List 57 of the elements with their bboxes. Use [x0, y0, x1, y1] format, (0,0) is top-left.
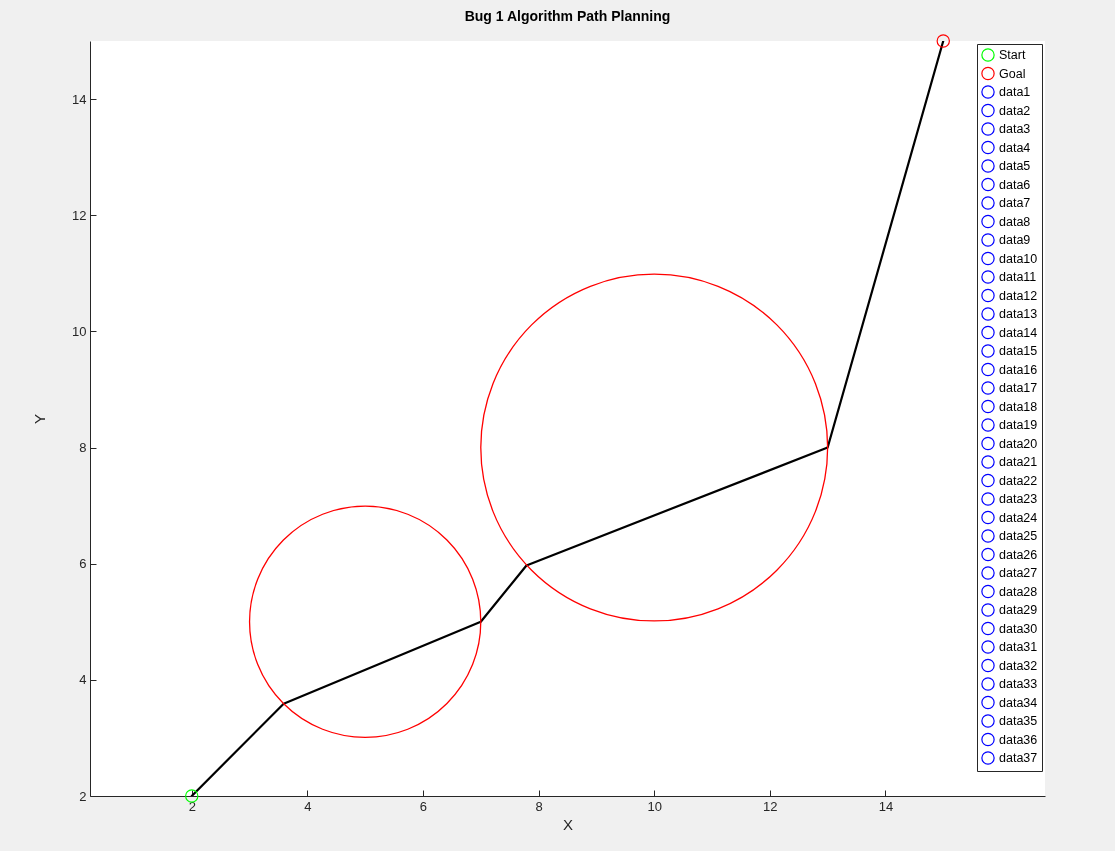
legend-label: data7 [999, 196, 1031, 210]
legend-label: data22 [999, 473, 1038, 488]
legend-label: data20 [999, 436, 1038, 451]
legend-label: data34 [999, 695, 1038, 710]
legend-label: data28 [999, 584, 1038, 599]
x-axis-title: X [562, 815, 574, 833]
legend-label: data35 [999, 714, 1038, 728]
legend-label: data10 [999, 251, 1038, 266]
legend-label: data5 [999, 159, 1031, 173]
legend-label: data17 [999, 381, 1038, 395]
legend-label: Goal [999, 66, 1026, 81]
x-tick-label: 10 [647, 798, 662, 814]
x-tick-label: 2 [188, 798, 196, 814]
legend-label: data4 [999, 140, 1031, 155]
legend-label: data14 [999, 325, 1038, 340]
y-tick-label: 4 [79, 672, 87, 688]
legend-label: data25 [999, 529, 1038, 543]
y-axis-title: Y [31, 413, 49, 425]
legend-label: data26 [999, 547, 1038, 562]
legend-label: data1 [999, 85, 1031, 99]
legend-label: data8 [999, 214, 1031, 229]
legend-label: data32 [999, 658, 1038, 673]
x-tick-label: 14 [878, 798, 894, 814]
y-tick-label: 8 [79, 440, 87, 456]
legend-label: data12 [999, 288, 1038, 303]
x-tick-label: 4 [304, 798, 312, 814]
legend-label: data24 [999, 510, 1038, 525]
x-tick-label: 6 [419, 798, 428, 814]
line-series [190, 41, 945, 796]
legend-label: data16 [999, 362, 1038, 377]
legend-label: Start [999, 48, 1026, 62]
y-tick-label: 2 [79, 788, 87, 804]
chart-title: Bug 1 Algorithm Path Planning [464, 8, 671, 25]
legend-label: data21 [999, 455, 1038, 469]
legend-label: data30 [999, 621, 1038, 636]
legend-label: data37 [999, 751, 1038, 765]
legend-label: data29 [999, 603, 1038, 617]
y-tick-label: 6 [79, 556, 87, 572]
legend-label: data36 [999, 732, 1038, 747]
legend-label: data13 [999, 307, 1038, 321]
legend-label: data33 [999, 677, 1038, 691]
legend-label: data23 [999, 492, 1038, 506]
x-tick-label: 8 [535, 798, 543, 814]
y-tick-label: 14 [72, 91, 87, 107]
legend-label: data3 [999, 122, 1031, 136]
legend-label: data27 [999, 566, 1038, 580]
legend-label: data31 [999, 640, 1038, 654]
legend-label: data6 [999, 177, 1031, 192]
legend-label: data19 [999, 418, 1038, 432]
legend-label: data18 [999, 399, 1038, 414]
y-tick-label: 12 [72, 207, 87, 223]
legend-label: data2 [999, 103, 1031, 118]
x-tick-label: 12 [763, 798, 778, 814]
y-tick-label: 10 [72, 323, 87, 339]
legend-label: data15 [999, 344, 1038, 358]
legend-label: data11 [999, 270, 1037, 284]
legend-label: data9 [999, 233, 1031, 247]
